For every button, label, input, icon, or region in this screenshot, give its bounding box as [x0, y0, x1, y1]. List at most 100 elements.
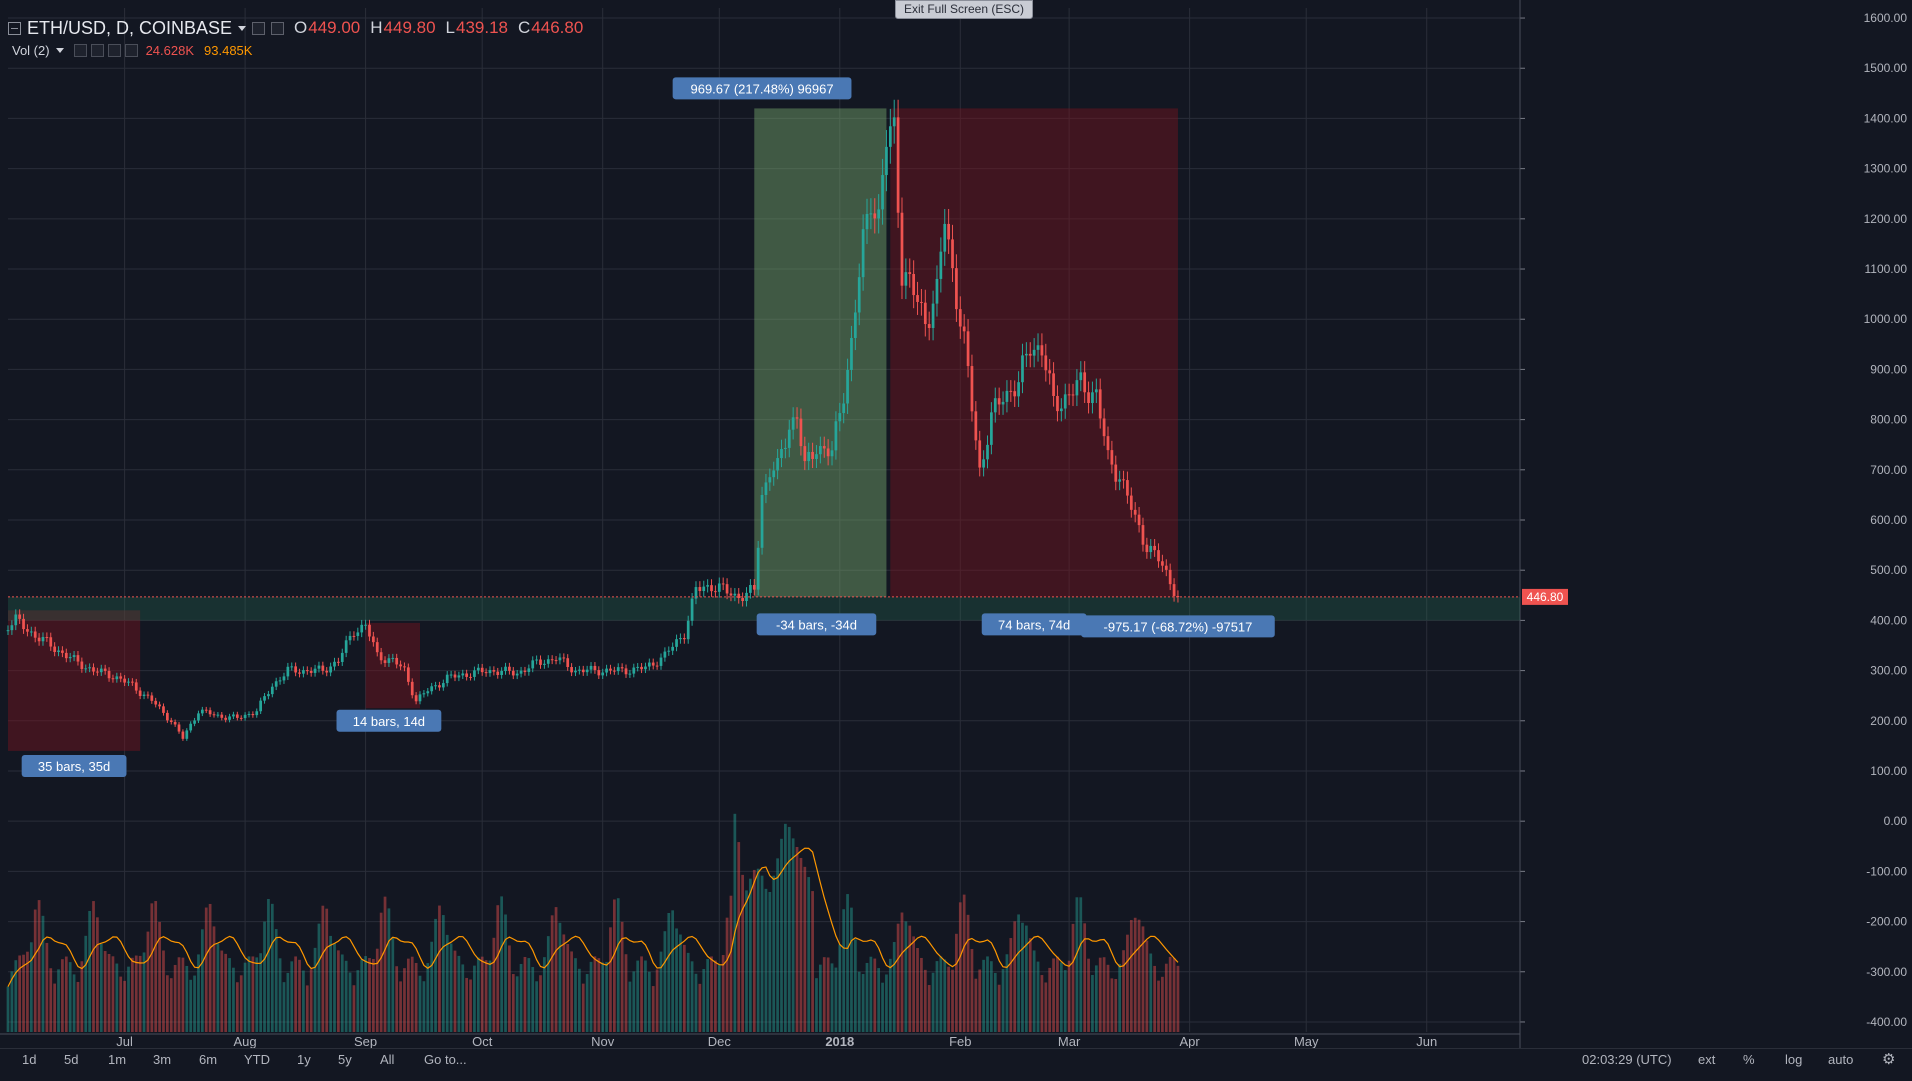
- period-all[interactable]: All: [380, 1052, 395, 1067]
- volume-bar: [710, 956, 713, 1032]
- period-1d[interactable]: 1d: [22, 1052, 37, 1067]
- volume-bar: [640, 956, 643, 1032]
- volume-bar: [449, 943, 453, 1032]
- annotation-label: 74 bars, 74d: [998, 617, 1070, 632]
- close-icon[interactable]: [124, 44, 138, 57]
- exit-fullscreen-button[interactable]: Exit Full Screen (ESC): [895, 0, 1033, 19]
- candle-body: [329, 666, 332, 673]
- period-1m[interactable]: 1m: [108, 1052, 127, 1067]
- volume-bar: [212, 926, 216, 1032]
- candle-body: [566, 658, 570, 667]
- candle-body: [49, 637, 53, 647]
- candle-body: [943, 223, 947, 252]
- candle-body: [235, 714, 239, 718]
- volume-bar: [469, 979, 472, 1032]
- percent-toggle[interactable]: %: [1743, 1052, 1755, 1067]
- volume-bar: [181, 957, 185, 1032]
- volume-bar: [49, 968, 53, 1032]
- volume-bar: [1087, 958, 1090, 1032]
- settings-icon[interactable]: [90, 44, 104, 57]
- candle-body: [26, 629, 29, 632]
- gear-icon[interactable]: ⚙: [1882, 1051, 1896, 1068]
- candle-body: [76, 655, 80, 662]
- volume-bar: [776, 858, 779, 1032]
- candle-body: [166, 712, 169, 721]
- volume-bar: [690, 961, 694, 1032]
- candle-body: [515, 673, 519, 676]
- volume-bar: [123, 980, 126, 1032]
- volume-bar: [1021, 922, 1024, 1032]
- y-tick-label: 100.00: [1870, 764, 1907, 778]
- candle-body: [41, 637, 45, 642]
- volume-bar: [441, 915, 445, 1032]
- candle-body: [6, 630, 10, 632]
- low-label: L: [445, 18, 456, 37]
- candle-body: [449, 674, 453, 676]
- volume-bar: [818, 964, 822, 1032]
- volume-label[interactable]: Vol (2): [12, 43, 50, 58]
- candle-body: [1094, 389, 1098, 393]
- volume-bar: [589, 961, 593, 1032]
- settings-icon[interactable]: [252, 21, 266, 35]
- eye-icon[interactable]: [73, 44, 87, 57]
- goto-button[interactable]: Go to...: [424, 1052, 467, 1067]
- more-icon[interactable]: [107, 44, 121, 57]
- chevron-down-icon[interactable]: [55, 48, 64, 53]
- candle-body: [791, 417, 795, 430]
- period-6m[interactable]: 6m: [199, 1052, 218, 1067]
- candle-body: [1102, 418, 1106, 437]
- volume-bar: [325, 908, 329, 1032]
- volume-bar: [162, 950, 165, 1032]
- candle-body: [974, 411, 978, 441]
- candle-body: [1110, 450, 1114, 465]
- log-toggle[interactable]: log: [1785, 1052, 1803, 1067]
- candle-body: [239, 717, 243, 719]
- volume-bar: [45, 942, 49, 1032]
- volume-bar: [395, 966, 399, 1032]
- x-tick-label: 2018: [825, 1034, 854, 1049]
- x-tick-label: Apr: [1179, 1034, 1200, 1049]
- auto-toggle[interactable]: auto: [1828, 1052, 1854, 1067]
- candle-body: [243, 714, 247, 719]
- volume-bar: [749, 878, 752, 1032]
- candle-body: [811, 451, 814, 459]
- collapse-icon[interactable]: [8, 21, 21, 35]
- candle-body: [204, 709, 208, 711]
- volume-bar: [624, 954, 628, 1032]
- y-tick-label: 600.00: [1870, 513, 1907, 527]
- volume-bar: [57, 969, 60, 1032]
- annotation-background: [981, 613, 1087, 636]
- candle-body: [958, 309, 962, 327]
- volume-bar: [26, 951, 29, 1032]
- close-icon[interactable]: [271, 21, 285, 35]
- volume-bar: [1091, 974, 1094, 1032]
- volume-bar: [1157, 980, 1160, 1032]
- candle-body: [53, 646, 57, 653]
- period-3m[interactable]: 3m: [153, 1052, 172, 1067]
- candle-body: [1009, 390, 1013, 392]
- candle-body: [986, 444, 989, 460]
- ext-toggle[interactable]: ext: [1698, 1052, 1716, 1067]
- candle-body: [1087, 392, 1090, 403]
- volume-bar: [127, 966, 130, 1032]
- volume-bar: [64, 956, 68, 1032]
- period-5y[interactable]: 5y: [338, 1052, 352, 1067]
- period-5d[interactable]: 5d: [64, 1052, 79, 1067]
- candle-body: [146, 694, 150, 696]
- symbol-title[interactable]: ETH/USD, D, COINBASE: [27, 17, 233, 38]
- period-ytd[interactable]: YTD: [244, 1052, 270, 1067]
- annotation-label: 14 bars, 14d: [353, 714, 425, 729]
- volume-bar: [22, 954, 25, 1032]
- volume-bar: [352, 985, 356, 1032]
- period-1y[interactable]: 1y: [297, 1052, 311, 1067]
- volume-bar: [644, 960, 647, 1032]
- volume-bar: [224, 953, 228, 1032]
- candle-body: [1036, 345, 1040, 350]
- candle-body: [1025, 353, 1028, 356]
- candle-body: [282, 676, 286, 681]
- chevron-down-icon[interactable]: [238, 25, 247, 31]
- candle-body: [399, 664, 402, 667]
- y-tick-label: 400.00: [1870, 613, 1907, 627]
- volume-bar: [158, 921, 161, 1032]
